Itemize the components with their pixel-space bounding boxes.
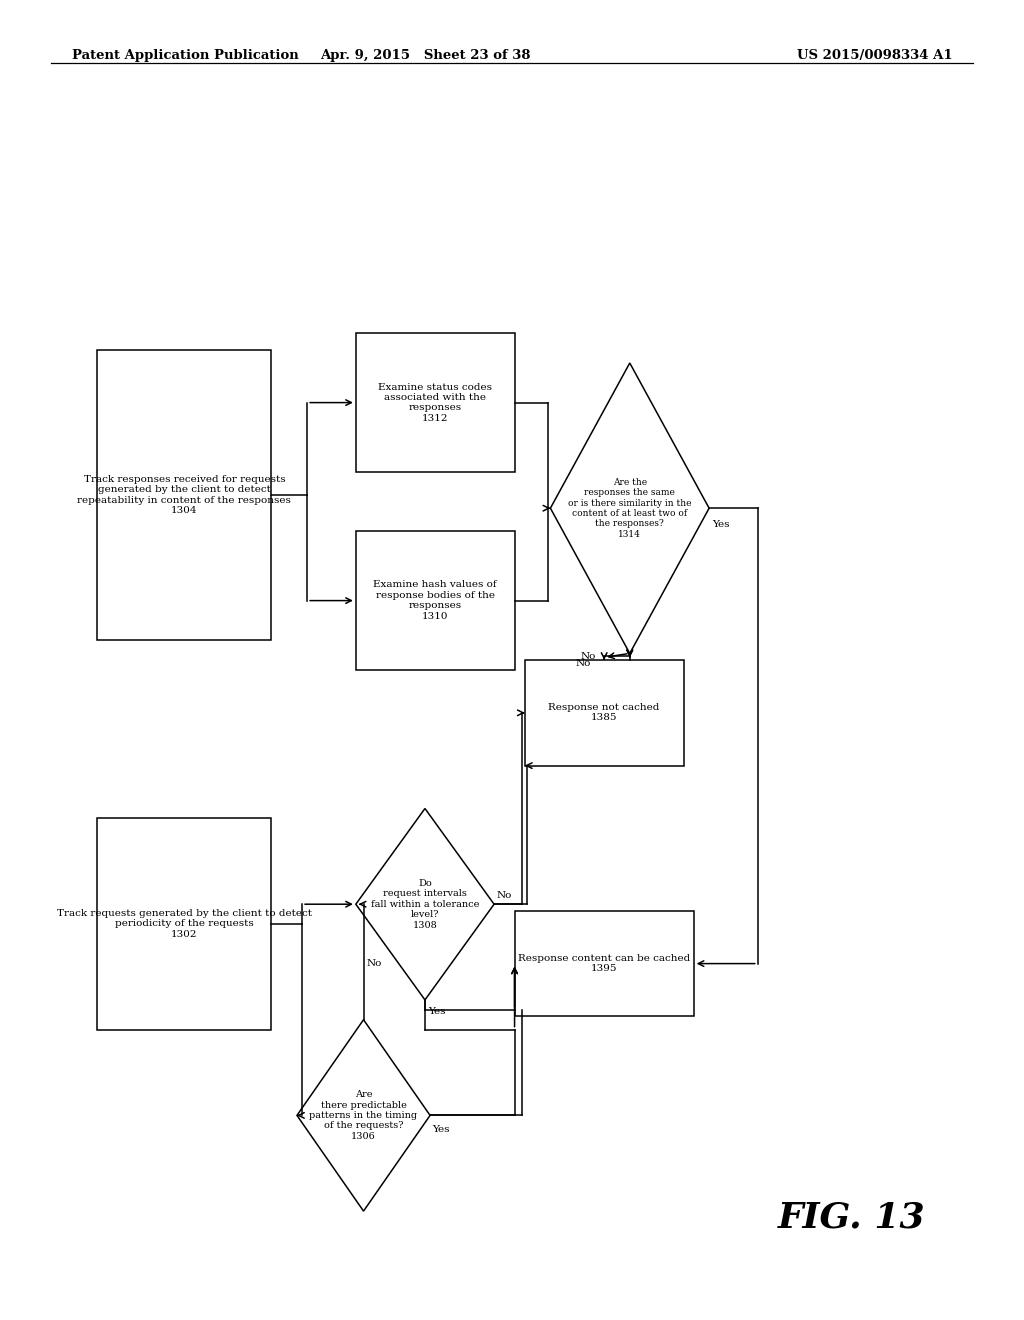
Bar <box>524 660 684 766</box>
Polygon shape <box>297 1020 430 1212</box>
Bar <box>356 334 514 473</box>
Text: No: No <box>581 652 596 660</box>
Text: Response not cached
1385: Response not cached 1385 <box>549 704 659 722</box>
Bar <box>356 531 514 671</box>
Polygon shape <box>551 363 709 653</box>
Text: Do
request intervals
fall within a tolerance
level?
1308: Do request intervals fall within a toler… <box>371 879 479 929</box>
Text: Yes: Yes <box>712 520 729 529</box>
Text: Track requests generated by the client to detect
periodicity of the requests
130: Track requests generated by the client t… <box>56 909 312 939</box>
Text: Are the
responses the same
or is there similarity in the
content of at least two: Are the responses the same or is there s… <box>568 478 691 539</box>
Text: Apr. 9, 2015   Sheet 23 of 38: Apr. 9, 2015 Sheet 23 of 38 <box>319 49 530 62</box>
Text: Examine status codes
associated with the
responses
1312: Examine status codes associated with the… <box>378 383 493 422</box>
Text: Patent Application Publication: Patent Application Publication <box>72 49 298 62</box>
Bar <box>97 818 271 1030</box>
Text: Response content can be cached
1395: Response content can be cached 1395 <box>518 954 690 973</box>
Text: No: No <box>575 660 591 668</box>
Polygon shape <box>356 808 494 1001</box>
Text: Yes: Yes <box>428 1007 445 1016</box>
Bar <box>97 350 271 640</box>
Text: No: No <box>497 891 512 900</box>
Text: No: No <box>367 960 382 968</box>
Text: Examine hash values of
response bodies of the
responses
1310: Examine hash values of response bodies o… <box>374 581 497 620</box>
Text: US 2015/0098334 A1: US 2015/0098334 A1 <box>797 49 952 62</box>
Text: Are
there predictable
patterns in the timing
of the requests?
1306: Are there predictable patterns in the ti… <box>309 1090 418 1140</box>
Text: FIG. 13: FIG. 13 <box>778 1200 926 1234</box>
Text: Track responses received for requests
generated by the client to detect
repeatab: Track responses received for requests ge… <box>78 475 291 515</box>
Text: Yes: Yes <box>432 1125 450 1134</box>
Bar <box>514 911 694 1016</box>
